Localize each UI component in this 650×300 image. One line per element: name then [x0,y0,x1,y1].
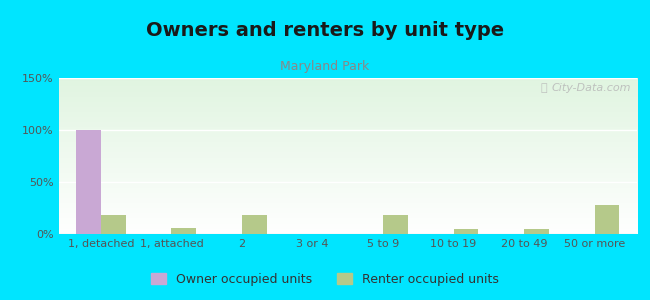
Bar [383,215,408,234]
Bar [101,215,125,234]
Legend: Owner occupied units, Renter occupied units: Owner occupied units, Renter occupied un… [146,268,504,291]
Bar [524,229,549,234]
Text: Maryland Park: Maryland Park [280,60,370,73]
Text: City-Data.com: City-Data.com [552,83,631,93]
Bar [242,215,266,234]
Bar [172,228,196,234]
Bar [595,205,619,234]
Text: Owners and renters by unit type: Owners and renters by unit type [146,21,504,40]
Bar [454,229,478,234]
Bar [76,130,101,234]
Text: ⓘ: ⓘ [541,83,547,93]
